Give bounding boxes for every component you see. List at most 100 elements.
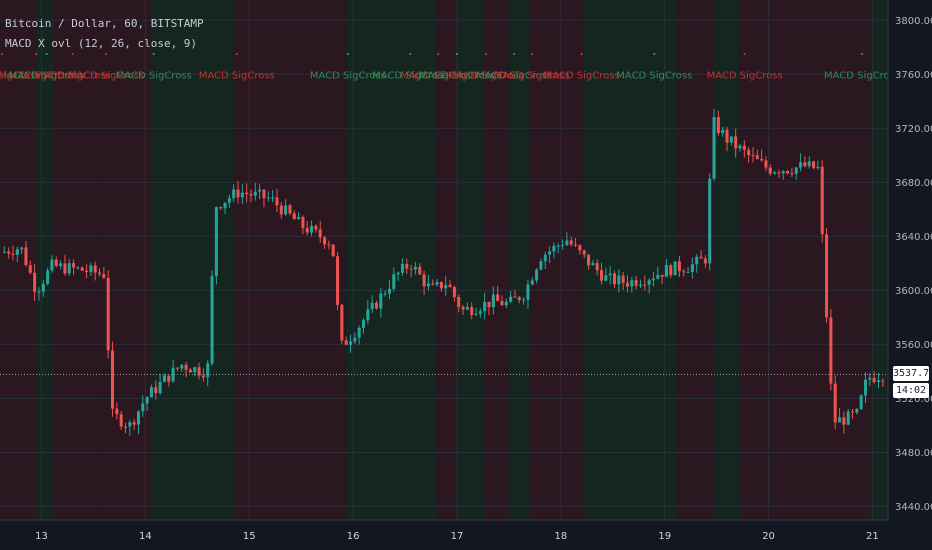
candle-body bbox=[361, 320, 366, 328]
candle-body bbox=[478, 311, 482, 314]
candle-body bbox=[154, 387, 158, 393]
candle-body bbox=[846, 411, 850, 425]
candle-body bbox=[591, 263, 595, 266]
candle-body bbox=[470, 307, 474, 315]
time-tick-label: 16 bbox=[347, 531, 360, 542]
candle-body bbox=[474, 313, 478, 315]
time-tick-label: 13 bbox=[35, 531, 48, 542]
candle-body bbox=[379, 293, 383, 309]
candle-body bbox=[872, 377, 876, 382]
candle-body bbox=[28, 265, 32, 273]
candle-body bbox=[210, 276, 214, 364]
candle-body bbox=[444, 284, 448, 289]
candle-body bbox=[262, 189, 266, 199]
candle-body bbox=[331, 244, 335, 257]
signal-label: MACD SigCross bbox=[544, 70, 620, 81]
candles[interactable] bbox=[2, 108, 885, 436]
candle-body bbox=[314, 225, 318, 230]
candle-body bbox=[664, 265, 668, 277]
candle-body bbox=[223, 202, 227, 209]
candle-body bbox=[72, 263, 76, 268]
candle-body bbox=[617, 275, 621, 285]
candle-body bbox=[297, 217, 301, 220]
candle-body bbox=[33, 272, 37, 292]
price-tick-label: 3600.00 bbox=[895, 286, 932, 297]
candle-body bbox=[721, 129, 725, 134]
candle-body bbox=[387, 288, 391, 294]
signal-label: MACD SigCross bbox=[0, 70, 74, 81]
candle-body bbox=[829, 317, 833, 384]
macd-zone bbox=[150, 0, 234, 520]
time-tick-label: 14 bbox=[139, 531, 152, 542]
candle-body bbox=[578, 245, 582, 251]
candle-body bbox=[738, 145, 742, 149]
macd-zone bbox=[436, 0, 457, 520]
candle-body bbox=[232, 189, 236, 199]
time-axis[interactable]: 13 14 15 16 17 18 19 20 21 bbox=[0, 519, 888, 542]
candle-body bbox=[751, 155, 755, 157]
price-tick-label: 3480.00 bbox=[895, 448, 932, 459]
candle-body bbox=[734, 136, 738, 149]
candle-body bbox=[128, 422, 132, 427]
candle-body bbox=[833, 383, 837, 423]
candle-body bbox=[548, 251, 552, 255]
candle-body bbox=[600, 270, 604, 281]
price-tick-label: 3720.00 bbox=[895, 124, 932, 135]
macd-zone bbox=[583, 0, 678, 520]
candle-body bbox=[634, 280, 638, 286]
candle-body bbox=[370, 302, 374, 310]
price-tick-label: 3760.00 bbox=[895, 70, 932, 81]
candle-body bbox=[859, 395, 863, 409]
candle-body bbox=[422, 274, 426, 287]
signal-label: MACD SigCross bbox=[824, 70, 900, 81]
candle-body bbox=[786, 170, 790, 174]
candle-body bbox=[67, 263, 71, 274]
candle-body bbox=[647, 280, 651, 285]
candle-body bbox=[275, 197, 279, 206]
candle-body bbox=[318, 229, 322, 238]
candle-body bbox=[323, 237, 327, 245]
candle-body bbox=[452, 287, 456, 297]
candle-body bbox=[747, 149, 751, 156]
signal-label: MACD SigCross bbox=[372, 70, 448, 81]
candle-body bbox=[509, 296, 513, 302]
time-tick-label: 15 bbox=[243, 531, 256, 542]
candle-body bbox=[24, 247, 28, 266]
candle-body bbox=[773, 172, 777, 174]
candle-body bbox=[799, 162, 803, 168]
candle-body bbox=[448, 284, 452, 288]
price-axis[interactable]: 3440.00 3480.00 3520.00 3560.00 3600.00 3640.… bbox=[887, 0, 932, 550]
signal-marker bbox=[409, 53, 412, 55]
signal-label: MACD SigCross bbox=[616, 70, 692, 81]
macd-zone bbox=[739, 0, 871, 520]
candle-body bbox=[716, 117, 720, 134]
candle-body bbox=[227, 198, 231, 203]
signal-marker bbox=[861, 53, 864, 55]
signal-label: MACD SigCross bbox=[419, 70, 495, 81]
candle-body bbox=[288, 205, 292, 214]
candle-body bbox=[695, 256, 699, 265]
price-tick-label: 3680.00 bbox=[895, 178, 932, 189]
candle-body bbox=[669, 265, 673, 276]
candle-body bbox=[132, 422, 136, 425]
signal-marker bbox=[455, 53, 458, 55]
candle-body bbox=[517, 297, 521, 301]
candle-body bbox=[184, 364, 188, 370]
time-tick-label: 20 bbox=[762, 531, 775, 542]
candle-body bbox=[171, 367, 175, 382]
signal-marker bbox=[653, 53, 656, 55]
candle-body bbox=[20, 247, 24, 250]
candle-body bbox=[496, 294, 500, 301]
candle-body bbox=[284, 205, 288, 215]
candle-body bbox=[253, 191, 257, 196]
signal-marker bbox=[580, 53, 583, 55]
candle-body bbox=[794, 167, 798, 174]
candle-body bbox=[703, 258, 707, 264]
candle-body bbox=[457, 296, 461, 307]
candle-body bbox=[651, 278, 655, 281]
candle-body bbox=[41, 283, 45, 292]
signal-marker bbox=[1, 53, 4, 55]
